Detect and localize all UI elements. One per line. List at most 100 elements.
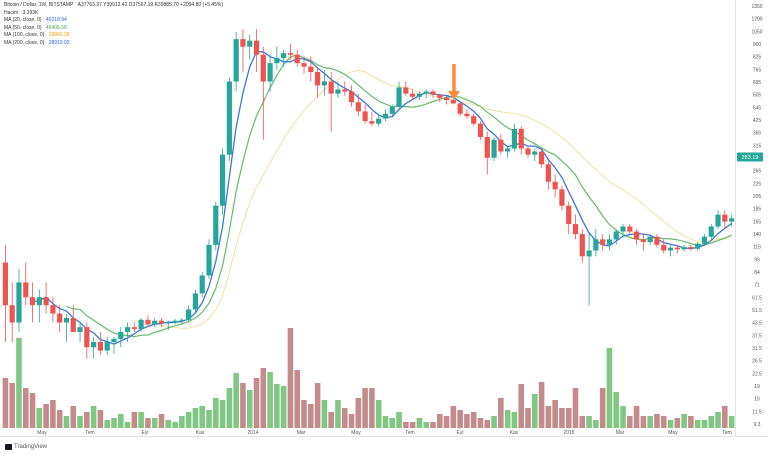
- candle-body: [647, 236, 653, 243]
- volume-bar: [84, 412, 90, 428]
- candle-body: [654, 236, 660, 245]
- volume-bar: [722, 406, 728, 428]
- price-tick-label: 545: [753, 105, 762, 111]
- volume-bar: [620, 406, 626, 428]
- last-price-badge: [737, 152, 763, 162]
- candle-body: [715, 214, 721, 227]
- time-tick-label: May: [668, 430, 678, 436]
- candle-body: [722, 214, 728, 222]
- volume-bar: [545, 406, 552, 428]
- time-tick-label: Eyl: [142, 430, 149, 436]
- volume-bar: [314, 383, 321, 428]
- volume-bar: [389, 418, 396, 428]
- candle-body: [369, 121, 375, 124]
- candle-body: [50, 305, 56, 314]
- volume-bar: [450, 406, 457, 428]
- candle-body: [328, 81, 334, 94]
- candle-body: [471, 116, 477, 124]
- volume-bar: [484, 420, 491, 428]
- candle-body: [348, 91, 355, 103]
- ma50-label: MA (50, close, 0): [4, 24, 42, 31]
- candle-body: [9, 305, 15, 323]
- candle-body: [206, 244, 212, 276]
- candle-body: [525, 148, 531, 155]
- volume-bar: [362, 388, 368, 428]
- candle-body: [437, 94, 443, 98]
- price-tick-label: 31.5: [752, 346, 762, 352]
- volume-bar: [369, 388, 375, 428]
- tradingview-logo-icon: [5, 444, 12, 450]
- candle-body: [464, 113, 470, 117]
- candle-body: [477, 123, 484, 137]
- candle-body: [172, 320, 178, 323]
- legend-volume-row: Hacim 3.293K: [4, 10, 223, 18]
- volume-bar: [382, 416, 389, 428]
- volume-bar: [50, 400, 56, 428]
- candle-body: [77, 327, 83, 332]
- candle-body: [600, 239, 606, 245]
- ma100-value: 33960.26: [48, 32, 70, 38]
- volume-bar: [267, 372, 273, 428]
- volume-bar: [179, 416, 185, 428]
- volume-bar: [206, 410, 212, 428]
- candle-body: [301, 63, 307, 67]
- volume-bar: [565, 408, 572, 428]
- candle-body: [308, 66, 314, 73]
- candle-body: [315, 72, 321, 86]
- candle-body: [70, 318, 76, 332]
- time-tick-label: 2014: [247, 430, 258, 436]
- volume-bar: [599, 388, 606, 428]
- candle-body: [219, 154, 226, 206]
- price-tick-label: 37.5: [752, 333, 762, 339]
- watermark-text: TradingView: [14, 444, 48, 450]
- volume-bar: [348, 414, 355, 428]
- volume-bar: [491, 416, 497, 428]
- candle-body: [701, 236, 708, 244]
- volume-bar: [681, 414, 687, 428]
- legend-ma100-row: MA (100, close, 0) 33960.26: [4, 32, 223, 40]
- volume-bar: [104, 420, 110, 428]
- volume-bar: [443, 416, 450, 428]
- candle-body: [104, 341, 110, 351]
- volume-bar: [294, 370, 301, 428]
- volume-bar: [226, 388, 233, 428]
- ma200-label: MA (200, close, 0): [4, 39, 45, 46]
- volume-bar: [124, 422, 131, 428]
- volume-bar: [260, 368, 267, 428]
- price-tick-label: 205: [753, 194, 762, 200]
- candle-body: [396, 87, 402, 107]
- volume-bar: [165, 420, 172, 428]
- volume-bar: [138, 412, 144, 428]
- candle-body: [111, 338, 117, 342]
- candle-body: [158, 320, 165, 324]
- volume-bar: [355, 398, 362, 428]
- volume-bar: [586, 416, 592, 428]
- price-tick-label: 43.5: [752, 321, 762, 327]
- candle-body: [29, 297, 36, 306]
- volume-bar: [674, 418, 681, 428]
- volume-bar: [640, 416, 647, 428]
- price-tick-label: 22.5: [752, 371, 762, 377]
- price-tick-label: 165: [753, 219, 762, 225]
- candle-body: [640, 239, 646, 243]
- candle-body: [498, 139, 504, 152]
- volume-bar: [199, 406, 206, 428]
- candle-body: [511, 128, 518, 149]
- candle-body: [2, 262, 8, 306]
- volume-bar: [16, 338, 22, 428]
- candle-body: [593, 239, 599, 251]
- candle-body: [491, 139, 497, 158]
- candle-body: [43, 297, 49, 306]
- volume-bar: [274, 384, 280, 428]
- candle-body: [674, 247, 680, 250]
- volume-bar: [694, 420, 701, 428]
- arrow-head-icon: [448, 91, 460, 100]
- volume-bar: [90, 406, 97, 428]
- volume-bar: [436, 414, 443, 428]
- volume-bar: [464, 414, 470, 428]
- candle-body: [708, 226, 714, 237]
- candle-body: [667, 247, 674, 251]
- volume-bar: [531, 394, 538, 428]
- candle-body: [572, 224, 579, 235]
